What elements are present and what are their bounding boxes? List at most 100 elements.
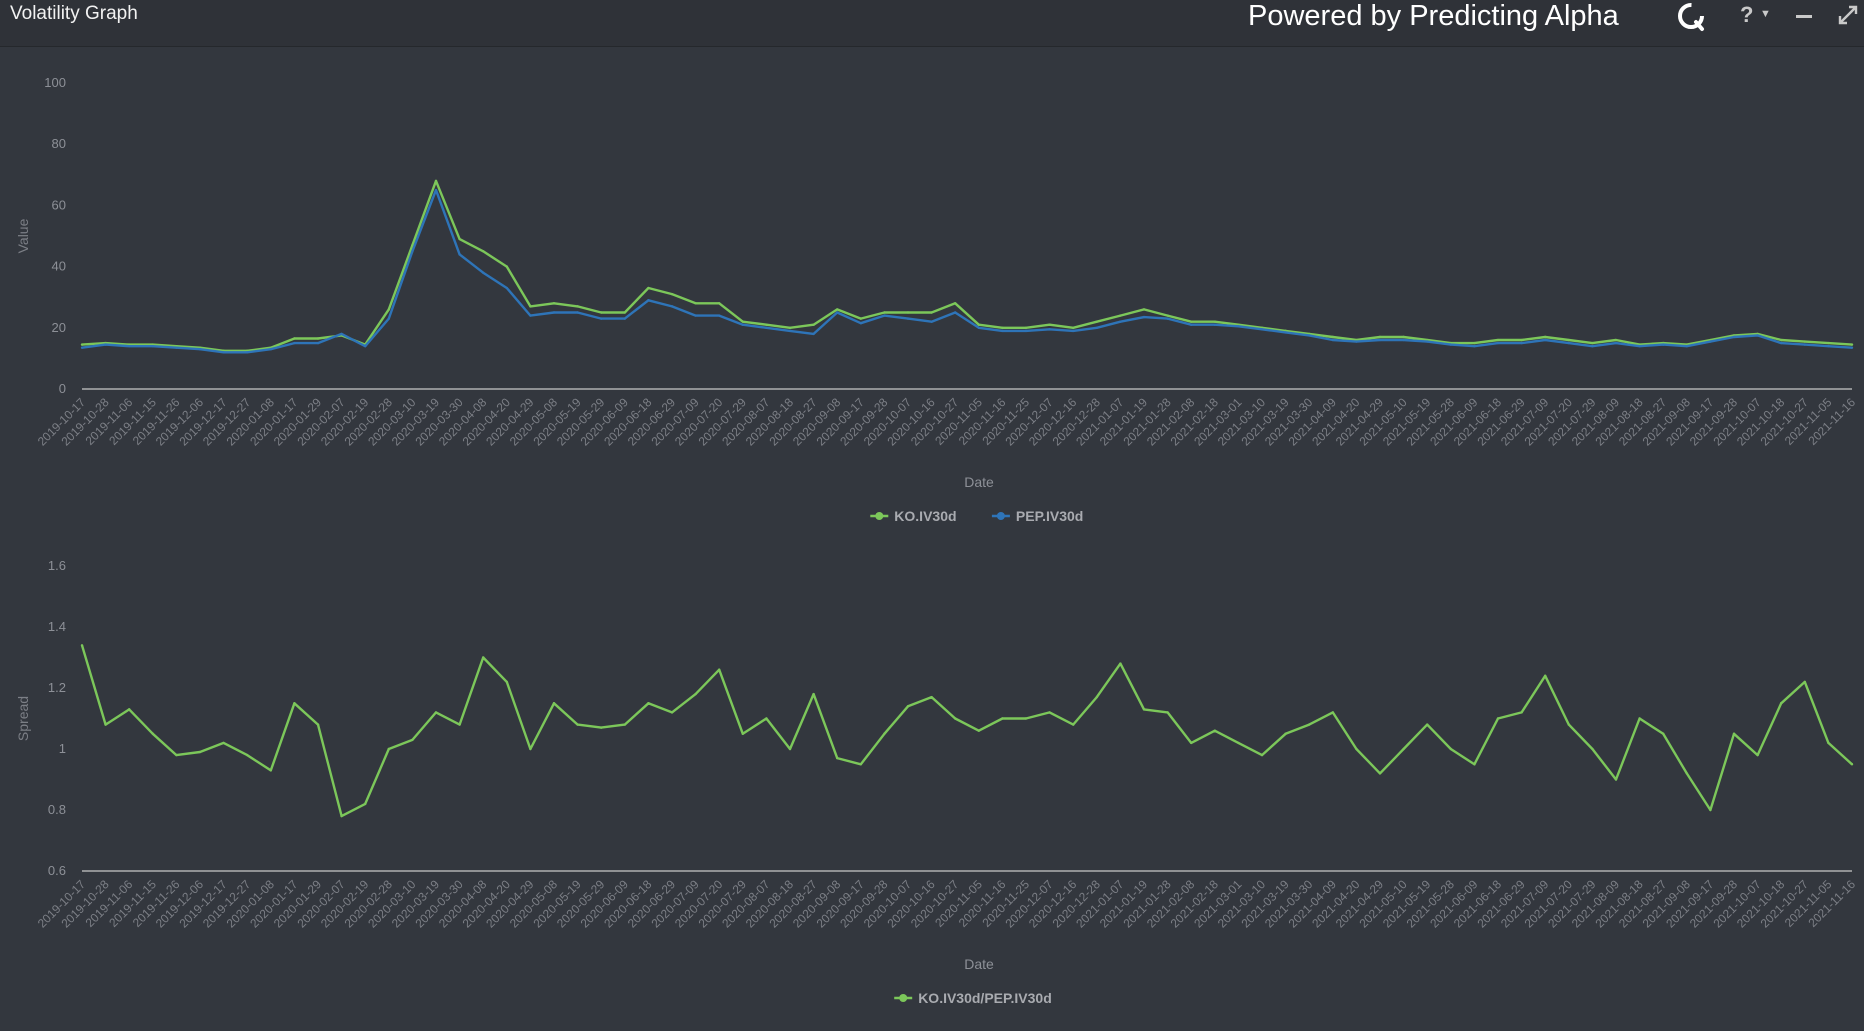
data-point (458, 723, 461, 726)
data-point (765, 326, 768, 329)
data-point (1142, 308, 1146, 311)
data-point (246, 753, 249, 757)
data-point (80, 644, 84, 647)
data-point (1544, 335, 1547, 339)
expand-icon[interactable] (1838, 5, 1858, 25)
data-point (1095, 326, 1099, 329)
minimize-icon[interactable] (1796, 6, 1812, 26)
data-point (1072, 326, 1075, 329)
y-tick-label: 40 (52, 259, 66, 274)
window-title: Volatility Graph (10, 3, 138, 24)
data-point (1237, 325, 1240, 328)
data-point (1213, 729, 1217, 732)
data-point (812, 692, 815, 696)
data-point (151, 344, 154, 348)
data-point (1426, 723, 1429, 726)
data-point (1355, 747, 1358, 751)
data-point (364, 344, 367, 348)
data-point (1260, 328, 1264, 331)
data-point (482, 250, 485, 253)
data-point (1213, 320, 1217, 323)
y-tick-label: 1.6 (48, 558, 66, 573)
help-button[interactable]: ? (1740, 2, 1754, 27)
data-point (977, 326, 980, 329)
data-point (718, 668, 721, 671)
data-point (1072, 723, 1075, 726)
data-point (104, 723, 107, 726)
data-point (906, 311, 910, 314)
data-point (623, 317, 626, 320)
data-point (1614, 341, 1618, 345)
x-axis-title: Date (964, 474, 994, 490)
data-point (1331, 335, 1335, 339)
data-point (1780, 702, 1783, 705)
data-point (128, 344, 131, 348)
chevron-down-icon[interactable]: ▼ (1760, 8, 1771, 20)
data-point (411, 738, 414, 742)
y-axis-title: Spread (15, 696, 31, 741)
y-axis-title: Value (15, 218, 31, 253)
data-point (954, 311, 957, 314)
data-point (505, 680, 508, 684)
data-point (977, 323, 980, 326)
data-point (1378, 335, 1382, 339)
data-point (364, 802, 367, 806)
data-point (1048, 328, 1051, 331)
data-point (1496, 717, 1500, 720)
data-point (1142, 315, 1146, 319)
data-point (411, 250, 414, 253)
y-tick-label: 1 (59, 741, 66, 756)
data-point (387, 747, 390, 751)
data-point (1166, 314, 1169, 317)
data-point (718, 302, 721, 305)
data-point (482, 271, 485, 274)
data-point (1685, 772, 1689, 775)
data-point (1803, 343, 1807, 346)
data-point (741, 320, 744, 323)
data-point (175, 753, 178, 757)
data-point (128, 708, 131, 711)
data-point (1591, 747, 1594, 751)
data-point (859, 763, 862, 766)
data-point (316, 723, 320, 726)
data-point (1260, 753, 1264, 757)
data-point (694, 314, 697, 317)
data-point (1544, 338, 1547, 342)
data-point (340, 332, 343, 336)
data-point (482, 656, 485, 659)
data-point (954, 717, 957, 720)
data-point (906, 705, 910, 708)
data-point (647, 299, 650, 302)
data-point (600, 311, 603, 314)
data-point (836, 756, 839, 760)
charts-area: 0 20 40 60 80 100 Value 2019-10-17 2019-10-28 201… (0, 47, 1864, 1026)
data-point (1473, 763, 1476, 766)
data-point (788, 329, 792, 333)
data-point (1520, 711, 1523, 714)
data-point (1520, 338, 1523, 342)
data-point (1001, 326, 1004, 329)
data-point (1095, 320, 1099, 323)
data-point (1827, 741, 1830, 745)
data-point (1378, 772, 1382, 775)
y-tick-label: 0 (59, 381, 66, 396)
series-line-ko-iv30d-pep-iv30d (80, 644, 1853, 818)
data-point (883, 314, 886, 317)
data-point (930, 695, 933, 699)
y-tick-label: 20 (52, 320, 66, 335)
data-point (647, 286, 650, 290)
data-point (1001, 717, 1004, 720)
data-point (1024, 329, 1028, 333)
data-point (1355, 340, 1358, 343)
data-point (1591, 341, 1594, 345)
data-point (552, 311, 556, 314)
data-point (1119, 662, 1122, 665)
data-point (1614, 338, 1618, 342)
legend-marker-dot (899, 994, 908, 1002)
data-point (1166, 711, 1169, 714)
data-point (552, 702, 556, 705)
data-point (741, 732, 744, 735)
data-point (104, 343, 107, 346)
data-point (1048, 323, 1051, 326)
data-point (1756, 753, 1759, 757)
